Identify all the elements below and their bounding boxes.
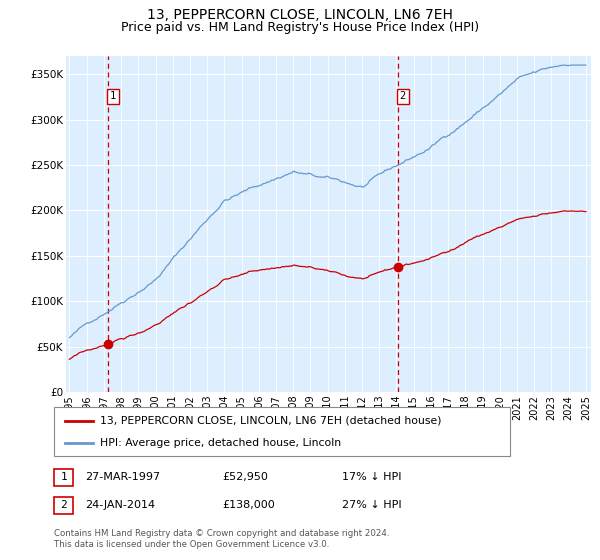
Text: 1: 1 xyxy=(60,472,67,482)
Text: 13, PEPPERCORN CLOSE, LINCOLN, LN6 7EH (detached house): 13, PEPPERCORN CLOSE, LINCOLN, LN6 7EH (… xyxy=(100,416,442,426)
Text: 1: 1 xyxy=(110,91,116,101)
Text: 13, PEPPERCORN CLOSE, LINCOLN, LN6 7EH: 13, PEPPERCORN CLOSE, LINCOLN, LN6 7EH xyxy=(147,8,453,22)
Text: 27-MAR-1997: 27-MAR-1997 xyxy=(85,472,160,482)
Text: Price paid vs. HM Land Registry's House Price Index (HPI): Price paid vs. HM Land Registry's House … xyxy=(121,21,479,34)
Text: 24-JAN-2014: 24-JAN-2014 xyxy=(85,500,155,510)
Text: 17% ↓ HPI: 17% ↓ HPI xyxy=(342,472,401,482)
Text: Contains HM Land Registry data © Crown copyright and database right 2024.
This d: Contains HM Land Registry data © Crown c… xyxy=(54,529,389,549)
Text: £52,950: £52,950 xyxy=(222,472,268,482)
Text: £138,000: £138,000 xyxy=(222,500,275,510)
Text: 2: 2 xyxy=(400,91,406,101)
Text: 27% ↓ HPI: 27% ↓ HPI xyxy=(342,500,401,510)
Text: 2: 2 xyxy=(60,500,67,510)
Text: HPI: Average price, detached house, Lincoln: HPI: Average price, detached house, Linc… xyxy=(100,437,341,447)
